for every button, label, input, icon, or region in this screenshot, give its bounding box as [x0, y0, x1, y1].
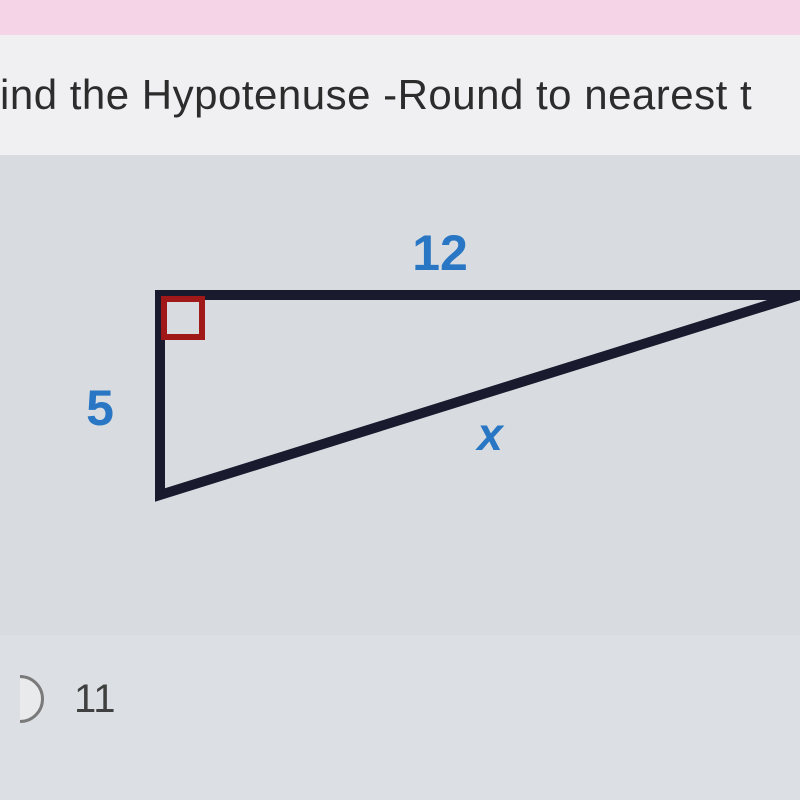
radio-icon: [0, 675, 44, 723]
label-hypotenuse: x: [474, 408, 505, 460]
label-left-side: 5: [86, 380, 114, 436]
diagram-area: 12 5 x: [0, 155, 800, 635]
triangle-shape: [160, 295, 800, 495]
top-banner: [0, 0, 800, 35]
answer-option[interactable]: 11: [20, 675, 800, 723]
right-angle-marker: [164, 299, 202, 337]
question-area: ind the Hypotenuse -Round to nearest t: [0, 35, 800, 155]
triangle-diagram: 12 5 x: [40, 215, 800, 615]
question-text: ind the Hypotenuse -Round to nearest t: [0, 71, 752, 119]
option-value: 11: [74, 677, 116, 722]
label-top-side: 12: [412, 225, 468, 281]
option-area: 11: [0, 635, 800, 800]
